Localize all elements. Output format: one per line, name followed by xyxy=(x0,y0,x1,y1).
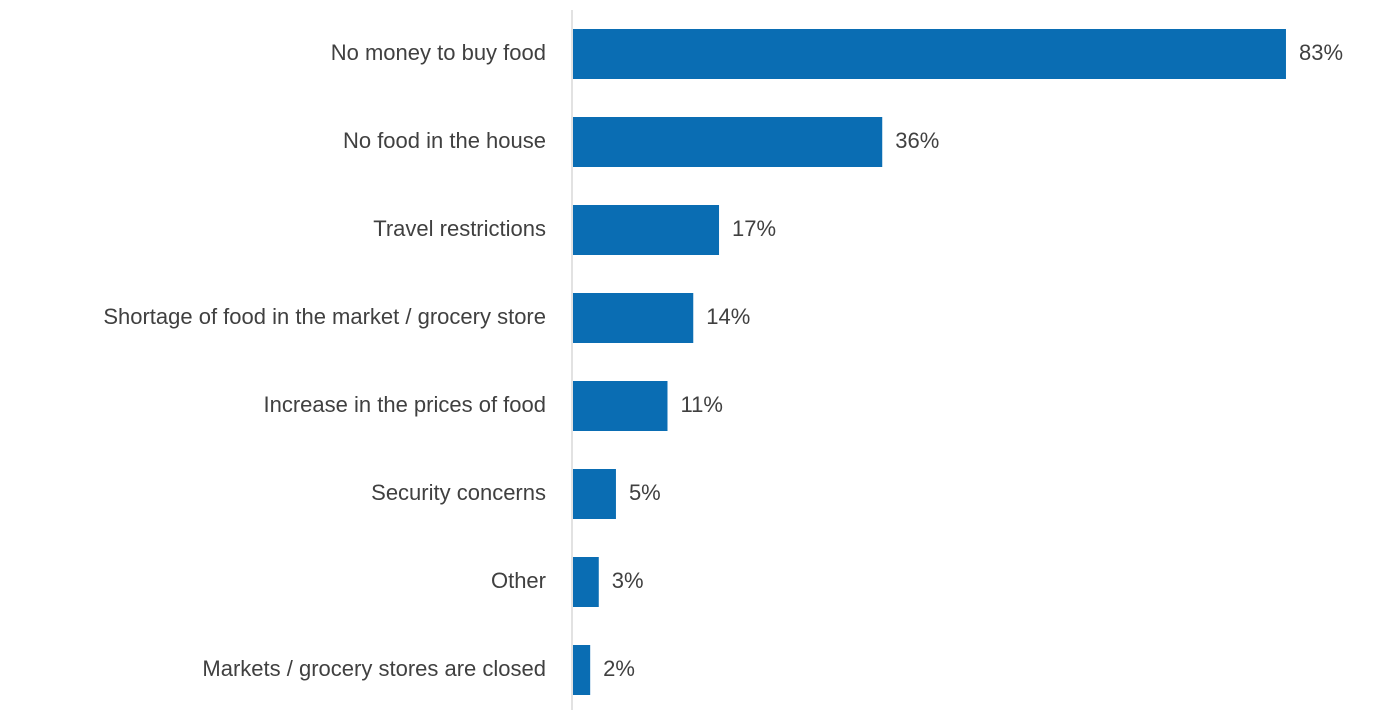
category-label: No money to buy food xyxy=(331,40,546,65)
bar xyxy=(573,205,720,255)
bars xyxy=(573,29,1286,695)
value-label: 5% xyxy=(629,480,661,505)
category-labels: No money to buy food No food in the house… xyxy=(103,40,546,681)
bar xyxy=(573,469,616,519)
value-label: 36% xyxy=(895,128,939,153)
bar xyxy=(573,293,694,343)
value-label: 14% xyxy=(706,304,750,329)
category-label: No food in the house xyxy=(343,128,546,153)
value-label: 83% xyxy=(1299,40,1343,65)
value-labels: 83% 36% 17% 14% 11% 5% 3% 2% xyxy=(603,40,1343,681)
category-label: Other xyxy=(491,568,546,593)
bar xyxy=(573,381,668,431)
bar xyxy=(573,29,1286,79)
category-label: Shortage of food in the market / grocery… xyxy=(103,304,546,329)
value-label: 3% xyxy=(612,568,644,593)
category-label: Security concerns xyxy=(371,480,546,505)
value-label: 2% xyxy=(603,656,635,681)
category-label: Markets / grocery stores are closed xyxy=(202,656,546,681)
category-label: Increase in the prices of food xyxy=(264,392,547,417)
bar xyxy=(573,117,883,167)
value-label: 17% xyxy=(732,216,776,241)
bar xyxy=(573,645,591,695)
category-label: Travel restrictions xyxy=(373,216,546,241)
bar xyxy=(573,557,599,607)
value-label: 11% xyxy=(680,392,722,417)
